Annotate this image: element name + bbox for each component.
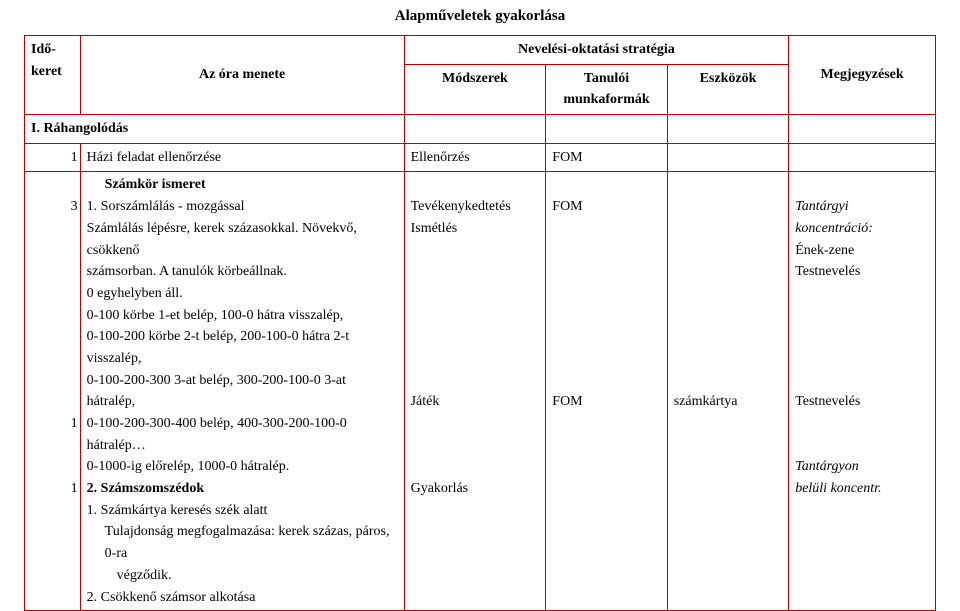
- note-line: Tantárgyon: [795, 459, 859, 474]
- form-line: FOM: [552, 394, 582, 409]
- flow-line: 2. Csökkenő számsor alkotása: [87, 590, 256, 605]
- note-cell: [789, 143, 936, 172]
- flow-line: Számlálás lépésre, kerek százasokkal. Nö…: [87, 221, 357, 258]
- note-line: Tantárgyi: [795, 199, 848, 214]
- col-header-time-l1: Idő-: [31, 42, 56, 57]
- empty-cell: [404, 115, 546, 144]
- table-row: 1 Házi feladat ellenőrzése Ellenőrzés FO…: [25, 143, 936, 172]
- col-header-flow: Az óra menete: [80, 36, 404, 115]
- lesson-plan-table: Idő- keret Az óra menete Nevelési-oktatá…: [24, 35, 936, 611]
- tool-column-body: számkártya: [667, 172, 788, 611]
- time-1a: 1: [71, 416, 78, 431]
- note-line: Testnevelés: [795, 264, 860, 279]
- flow-line: 0 egyhelyben áll.: [87, 286, 183, 301]
- flow-line: számsorban. A tanulók körbeállnak.: [87, 264, 287, 279]
- form-line: FOM: [552, 199, 582, 214]
- col-header-tool: Eszközök: [667, 64, 788, 114]
- note-line: Ének-zene: [795, 243, 854, 258]
- flow-line: 1. Sorszámlálás - mozgással: [87, 199, 245, 214]
- flow-line: 0-1000-ig előrelép, 1000-0 hátralép.: [87, 459, 290, 474]
- flow-line: 1. Számkártya keresés szék alatt: [87, 503, 268, 518]
- time-1b: 1: [71, 481, 78, 496]
- time-cell: 1: [25, 143, 81, 172]
- method-line: Tevékenykedtetés: [411, 199, 511, 214]
- document-title: Alapműveletek gyakorlása: [24, 8, 936, 25]
- method-column-body: Tevékenykedtetés Ismétlés Játék Gyakorlá…: [404, 172, 546, 611]
- flow-column-body: Számkör ismeret 1. Sorszámlálás - mozgás…: [80, 172, 404, 611]
- flow-line: 0-100-200-300-400 belép, 400-300-200-100…: [87, 416, 347, 453]
- col-header-form-l1: Tanulói: [584, 71, 629, 86]
- main-content-row: 3 1 1 Számkör ismeret 1. Sorszámlálás - …: [25, 172, 936, 611]
- col-header-time: Idő- keret: [25, 36, 81, 115]
- note-column-body: Tantárgyi koncentráció: Ének-zene Testne…: [789, 172, 936, 611]
- method-line: Játék: [411, 394, 440, 409]
- table-header-row-1: Idő- keret Az óra menete Nevelési-oktatá…: [25, 36, 936, 65]
- page-root: Alapműveletek gyakorlása Idő- keret Az ó…: [0, 0, 960, 611]
- col-header-method: Módszerek: [404, 64, 546, 114]
- flow-line-indent: Tulajdonság megfogalmazása: kerek százas…: [87, 521, 398, 564]
- flow-cell: Házi feladat ellenőrzése: [80, 143, 404, 172]
- note-line: belüli koncentr.: [795, 481, 881, 496]
- method-cell: Ellenőrzés: [404, 143, 546, 172]
- subsection-heading: Számkör ismeret: [87, 174, 398, 196]
- section-1-heading-row: I. Ráhangolódás: [25, 115, 936, 144]
- flow-line-indent: végződik.: [87, 565, 398, 587]
- method-line: Gyakorlás: [411, 481, 469, 496]
- time-3: 3: [71, 199, 78, 214]
- col-header-form: Tanulói munkaformák: [546, 64, 667, 114]
- method-line: Ismétlés: [411, 221, 458, 236]
- note-line: Testnevelés: [795, 394, 860, 409]
- form-column-body: FOM FOM: [546, 172, 667, 611]
- col-header-form-l2: munkaformák: [563, 92, 649, 107]
- col-header-time-l2: keret: [31, 64, 62, 79]
- empty-cell: [667, 115, 788, 144]
- time-column-body: 3 1 1: [25, 172, 81, 611]
- flow-line: 0-100 körbe 1-et belép, 100-0 hátra viss…: [87, 308, 344, 323]
- empty-cell: [546, 115, 667, 144]
- tool-cell: [667, 143, 788, 172]
- empty-cell: [789, 115, 936, 144]
- col-header-note: Megjegyzések: [789, 36, 936, 115]
- flow-line: 0-100-200 körbe 2-t belép, 200-100-0 hát…: [87, 329, 349, 366]
- note-line: koncentráció:: [795, 221, 873, 236]
- flow-line-bold: 2. Számszomszédok: [87, 481, 204, 496]
- flow-line: 0-100-200-300 3-at belép, 300-200-100-0 …: [87, 373, 346, 410]
- form-cell: FOM: [546, 143, 667, 172]
- col-header-strategy: Nevelési-oktatási stratégia: [404, 36, 789, 65]
- section-1-heading: I. Ráhangolódás: [25, 115, 405, 144]
- tool-line: számkártya: [674, 394, 738, 409]
